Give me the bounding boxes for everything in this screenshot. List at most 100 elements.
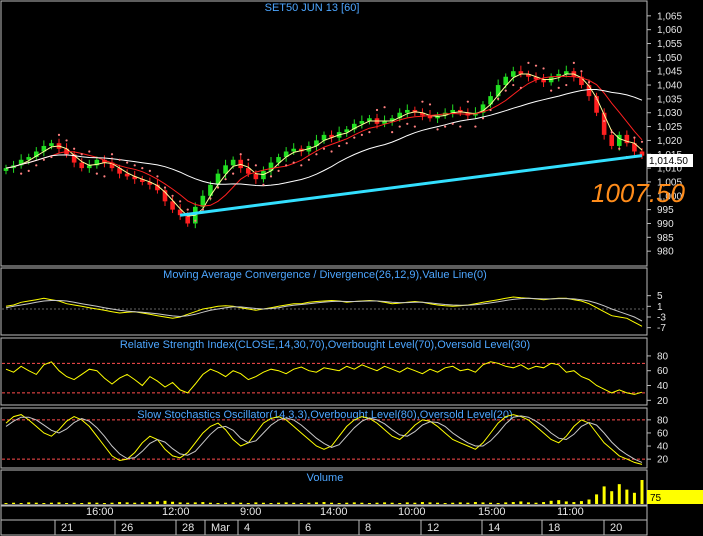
volume-bar	[420, 502, 424, 504]
volume-bar	[466, 502, 470, 504]
candle-body	[155, 184, 160, 191]
sar-dot	[110, 153, 114, 156]
stoch-axis-tick-label: 60	[657, 428, 669, 439]
sar-dot	[239, 153, 242, 156]
stoch-axis-tick-label: 20	[657, 455, 669, 466]
rsi-axis-tick-label: 60	[657, 366, 669, 377]
volume-bar	[292, 502, 296, 504]
candle-body	[420, 112, 425, 116]
sar-dot	[360, 133, 363, 136]
volume-bar	[27, 502, 31, 504]
sar-dot	[595, 97, 598, 100]
candle-body	[624, 134, 630, 144]
volume-bar	[383, 502, 387, 504]
volume-bar	[398, 503, 402, 504]
sar-dot	[171, 194, 174, 197]
time-label: 10:00	[398, 506, 426, 518]
volume-bar	[155, 501, 159, 504]
sar-dot	[224, 178, 227, 181]
volume-bar	[118, 502, 122, 504]
volume-bar	[428, 502, 432, 504]
sar-dot	[269, 175, 273, 178]
volume-bar	[322, 502, 326, 504]
candle-body	[480, 104, 486, 113]
candle-body	[526, 73, 531, 77]
sar-dot	[277, 169, 280, 172]
volume-bar	[610, 491, 614, 504]
price-axis-tick-label: 1,025	[657, 122, 682, 133]
candle-body	[223, 165, 228, 174]
candle-body	[382, 121, 387, 124]
sar-dot	[247, 158, 250, 161]
sar-dot	[338, 144, 341, 148]
sar-dot	[391, 131, 394, 134]
volume-bar	[216, 503, 220, 504]
sar-dot	[186, 208, 189, 211]
sar-dot	[353, 136, 356, 139]
sar-dot	[156, 175, 159, 178]
candle-body	[170, 201, 175, 210]
sar-dot	[330, 150, 333, 153]
volume-bar	[231, 502, 235, 504]
volume-bar	[557, 500, 561, 504]
volume-bar	[542, 502, 546, 504]
candle-body	[245, 168, 251, 174]
candle-body	[351, 123, 357, 130]
sar-dot	[474, 125, 477, 128]
sar-dot	[444, 125, 447, 128]
volume-bar	[72, 502, 76, 504]
sar-dot	[375, 108, 379, 112]
sar-dot	[88, 150, 91, 153]
candle-body	[18, 159, 24, 166]
price-axis-tick-label: 980	[657, 247, 674, 258]
candle-body	[33, 151, 39, 158]
date-label: 12	[427, 522, 439, 534]
candle-body	[344, 129, 350, 133]
volume-bar	[261, 502, 265, 504]
candle-body	[268, 162, 274, 171]
volume-bar	[65, 503, 69, 504]
volume-bar	[534, 502, 538, 504]
candle-body	[124, 173, 130, 177]
volume-bar	[87, 502, 91, 504]
sar-dot	[587, 81, 591, 84]
volume-bar	[436, 502, 440, 504]
sar-dot	[216, 186, 220, 189]
candle-body	[41, 145, 47, 152]
volume-bar	[330, 502, 334, 504]
volume-bar	[443, 503, 447, 504]
sar-dot	[550, 89, 553, 92]
volume-bar	[617, 484, 621, 504]
candle-body	[291, 148, 297, 152]
trend-line	[179, 154, 643, 217]
price-panel-title: SET50 JUN 13 [60]	[265, 2, 360, 14]
price-axis-tick-label: 1,005	[657, 177, 682, 188]
sar-dot	[512, 83, 515, 87]
candle-body	[359, 121, 365, 124]
sar-dot	[398, 125, 401, 128]
volume-panel-frame	[0, 469, 648, 506]
sar-dot	[534, 64, 538, 67]
volume-bar	[451, 502, 455, 504]
ma-mid-line	[5, 75, 643, 207]
sar-dot	[42, 158, 45, 161]
sar-dot	[315, 153, 318, 156]
volume-bar	[140, 502, 144, 504]
volume-bar	[360, 502, 364, 504]
price-axis-tick-label: 985	[657, 233, 674, 244]
stoch-d-line	[5, 415, 643, 463]
sar-dot	[640, 140, 644, 143]
sar-dot	[148, 169, 151, 172]
volume-bar	[269, 503, 273, 504]
stoch-axis-tick-label: 80	[657, 415, 669, 426]
sar-dot	[413, 125, 416, 128]
sar-dot	[292, 161, 295, 164]
candle-body	[109, 162, 115, 169]
candle-body	[639, 151, 645, 156]
price-axis-tick-label: 1,055	[657, 39, 682, 50]
sar-dot	[179, 200, 182, 203]
stoch-panel-title: Slow Stochastics Oscillator(14,3,3),Over…	[137, 409, 512, 421]
volume-bar	[277, 502, 281, 504]
price-panel-frame	[0, 0, 648, 267]
sar-dot	[603, 119, 606, 123]
